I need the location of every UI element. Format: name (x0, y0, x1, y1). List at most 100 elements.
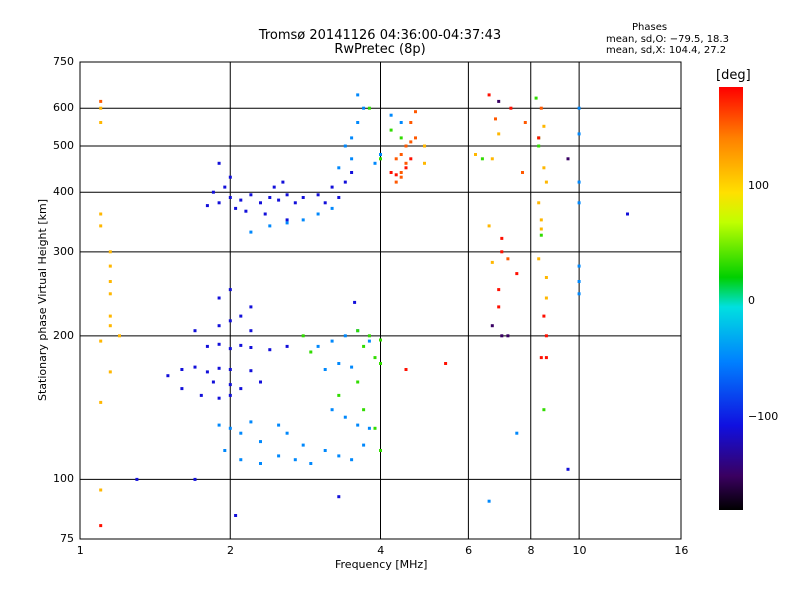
data-point (537, 144, 541, 148)
data-point (205, 204, 209, 208)
data-point (99, 524, 103, 528)
data-point (309, 462, 313, 465)
data-point (409, 121, 413, 124)
data-point (544, 356, 548, 360)
data-point (337, 196, 341, 199)
y-tick-label: 400 (53, 185, 74, 199)
data-point (343, 415, 347, 419)
x-tick-label: 2 (226, 544, 234, 557)
data-point (99, 339, 103, 343)
data-point (474, 153, 477, 156)
data-point (249, 420, 253, 424)
data-point (399, 136, 403, 140)
data-point (444, 362, 448, 365)
data-point (259, 380, 262, 384)
data-point (99, 224, 103, 228)
data-point (367, 426, 371, 430)
data-point (497, 288, 501, 292)
data-point (337, 495, 341, 499)
data-point (362, 443, 366, 447)
x-tick-label: 6 (465, 544, 473, 557)
data-point (539, 106, 543, 110)
data-point (99, 99, 103, 103)
data-point (577, 292, 581, 296)
data-point (367, 334, 371, 338)
data-point (239, 343, 243, 347)
data-point (379, 153, 382, 156)
data-point (244, 209, 248, 213)
data-point (108, 314, 112, 318)
data-point (239, 314, 243, 318)
data-point (239, 458, 243, 462)
data-point (537, 257, 541, 261)
x-tick-label: 8 (527, 544, 535, 557)
data-point (99, 121, 103, 124)
data-point (217, 201, 221, 205)
data-point (217, 396, 221, 400)
data-point (337, 393, 341, 397)
data-point (577, 132, 581, 136)
data-point (515, 272, 519, 276)
data-point (285, 344, 289, 348)
data-point (399, 175, 403, 179)
data-point (268, 196, 272, 199)
data-point (350, 365, 354, 369)
data-point (316, 344, 320, 348)
data-point (539, 227, 543, 231)
data-point (356, 423, 360, 427)
data-point (249, 305, 253, 309)
data-point (399, 171, 403, 174)
data-point (362, 408, 366, 412)
data-point (228, 175, 232, 179)
data-point (217, 423, 221, 427)
data-point (577, 180, 581, 184)
data-point (544, 180, 548, 184)
y-tick-label: 75 (60, 532, 74, 545)
data-point (309, 350, 313, 354)
data-point (118, 334, 121, 338)
data-point (239, 198, 243, 202)
data-point (497, 305, 501, 309)
x-tick-label: 16 (674, 544, 689, 557)
data-point (99, 106, 103, 110)
data-point (108, 370, 112, 374)
data-point (249, 346, 253, 349)
data-point (285, 431, 289, 435)
data-point (249, 329, 253, 333)
colorbar-tick: 100 (748, 179, 769, 192)
data-point (293, 458, 297, 462)
data-point (404, 166, 408, 170)
data-point (509, 106, 513, 110)
data-point (180, 387, 184, 391)
data-point (409, 140, 413, 144)
data-point (539, 218, 543, 222)
data-point (500, 334, 504, 338)
data-point (537, 201, 541, 205)
y-tick-label: 200 (53, 328, 74, 342)
data-point (239, 431, 243, 435)
colorbar-tick: 0 (748, 294, 755, 307)
data-point (537, 136, 541, 140)
data-point (108, 324, 112, 328)
x-axis-label: Frequency [MHz] (335, 558, 428, 571)
data-point (521, 171, 524, 174)
data-point (577, 264, 581, 268)
data-point (577, 201, 581, 205)
data-point (180, 368, 184, 371)
data-point (217, 161, 221, 165)
data-point (337, 166, 341, 170)
data-point (293, 201, 297, 205)
data-point (487, 93, 491, 97)
data-point (539, 356, 543, 360)
data-point (487, 499, 491, 503)
data-point (217, 296, 221, 300)
data-point (356, 329, 360, 333)
data-point (367, 339, 371, 343)
data-point (379, 449, 382, 452)
data-point (353, 300, 357, 304)
phase-stats-x: mean, sd,X: 104.4, 27.2 (606, 45, 727, 56)
data-point (99, 212, 103, 216)
data-point (389, 128, 393, 132)
data-point (108, 292, 112, 296)
